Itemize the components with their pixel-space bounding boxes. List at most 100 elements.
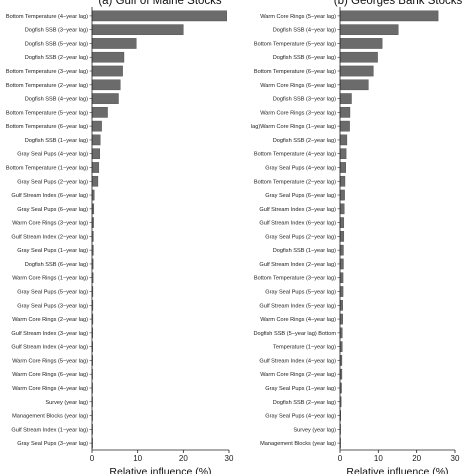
category-label: Bottom Temperature (6−year lag) (6, 124, 88, 130)
bar (339, 79, 369, 91)
category-label: Dogfish SSB (6−year lag) (25, 262, 88, 268)
category-label: Gulf Stream Index (3−year lag) (11, 331, 88, 337)
category-label: Survey (year lag) (45, 400, 88, 406)
bar (91, 65, 123, 77)
category-label: Gray Seal Pups (5−year lag) (17, 290, 88, 296)
category-label: Gray Seal Pups (5−year lag) (265, 290, 336, 296)
category-label: Gray Seal Pups (4−year lag) (265, 414, 336, 420)
bar (91, 79, 121, 91)
category-label: Warm Core Rings (1−year lag) (12, 276, 88, 282)
category-label: Management Blocks (year lag) (260, 441, 336, 447)
x-axis-title: Relative influence (%) (109, 466, 211, 474)
category-label: Warm Core Rings (2−year lag) (260, 372, 336, 378)
category-label: Gulf Stream Index (5−year lag) (259, 303, 336, 309)
bar (339, 313, 343, 325)
category-label: Gulf Stream Index (2−year lag) (259, 262, 336, 268)
bar (339, 10, 439, 22)
category-label: Warm Core Rings (6−year lag) (260, 83, 336, 89)
bar (91, 162, 100, 173)
category-label: Warm Core Rings (4−year lag) (260, 317, 336, 323)
x-axis-title: Relative influence (%) (346, 466, 448, 474)
category-label: Gray Seal Pups (2−year lag) (265, 234, 336, 240)
category-label: Dogfish SSB (3−year lag) (25, 28, 88, 34)
bar (91, 148, 100, 160)
category-label: Warm Core Rings (4−year lag) (12, 386, 88, 392)
bar (339, 120, 350, 132)
bar (91, 24, 184, 35)
bar (91, 10, 227, 22)
bar (339, 258, 344, 270)
bar (91, 175, 99, 187)
panel-a: (a) Gulf of Maine Stocks Bottom Temperatu… (6, 0, 234, 474)
category-label: Dogfish SSB (4−year lag) (273, 28, 336, 34)
category-label: Bottom Temperature (5−year lag) (254, 41, 336, 47)
bar (91, 134, 101, 146)
bar (339, 24, 399, 35)
category-label: Gulf Stream Index (4−year lag) (259, 358, 336, 364)
bar (339, 272, 344, 284)
category-label: Survey (year lag) (293, 427, 336, 433)
category-label: Dogfish SSB (6−year lag) (273, 55, 336, 61)
category-label: Bottom Temperature (6−year lag) (254, 69, 336, 75)
bar (91, 38, 137, 49)
category-label: Gray Seal Pups (6−year lag) (17, 207, 88, 213)
category-label: Gray Seal Pups (2−year lag) (17, 179, 88, 185)
category-label: Gulf Stream Index (6−year lag) (11, 193, 88, 199)
bar (339, 93, 352, 104)
category-label: Bottom Temperature (5−year lag) (6, 110, 88, 116)
x-tick-label: 20 (412, 454, 421, 463)
category-label: Gray Seal Pups (4−year lag) (265, 165, 336, 171)
category-label: Gray Seal Pups (4−year lag) (17, 152, 88, 158)
panel-b: (b) Georges Bank Stocks Warm Core Rings (… (251, 0, 463, 474)
bar (339, 175, 346, 187)
category-label: Bottom Temperature (2−year lag) (6, 83, 88, 89)
bar (339, 300, 343, 311)
category-label: Dogfish SSB (5−year lag) Bottom (253, 331, 336, 337)
bar (339, 231, 345, 242)
x-tick-label: 10 (133, 454, 142, 463)
category-label: Bottom Temperature (1−year lag) (6, 165, 88, 171)
category-label: Gulf Stream Index (3−year lag) (259, 207, 336, 213)
bar (339, 162, 346, 173)
category-label: Gray Seal Pups (3−year lag) (17, 303, 88, 309)
category-label: Dogfish SSB (2−year lag) (273, 400, 336, 406)
bar (339, 65, 374, 77)
category-label: lag)Warm Core Rings (1−year lag) (251, 124, 336, 130)
category-label: Management Blocks (year lag) (12, 414, 88, 420)
category-label: Gulf Stream Index (1−year lag) (11, 427, 88, 433)
category-label: Gulf Stream Index (6−year lag) (259, 221, 336, 227)
category-label: Warm Core Rings (3−year lag) (12, 221, 88, 227)
category-label: Dogfish SSB (1−year lag) (273, 248, 336, 254)
category-label: Bottom Temperature (4−year lag) (6, 14, 88, 20)
x-tick-label: 30 (451, 454, 460, 463)
category-label: Bottom Temperature (2−year lag) (254, 179, 336, 185)
bar (91, 120, 102, 132)
category-label: Bottom Temperature (3−year lag) (254, 276, 336, 282)
category-label: Warm Core Rings (3−year lag) (260, 110, 336, 116)
chart-title: (b) Georges Bank Stocks (334, 0, 463, 7)
x-tick-label: 10 (374, 454, 383, 463)
bar (339, 148, 347, 160)
category-label: Dogfish SSB (2−year lag) (25, 55, 88, 61)
category-label: Warm Core Rings (2−year lag) (12, 317, 88, 323)
bar (339, 244, 344, 256)
bar (339, 217, 345, 228)
bar (91, 107, 108, 118)
bar (339, 189, 345, 201)
bar (339, 107, 351, 118)
category-label: Gray Seal Pups (1−year lag) (265, 386, 336, 392)
category-label: Dogfish SSB (2−year lag) (273, 138, 336, 144)
x-tick-label: 30 (225, 454, 234, 463)
category-label: Warm Core Rings (5−year lag) (12, 358, 88, 364)
category-label: Gray Seal Pups (6−year lag) (265, 193, 336, 199)
bar (339, 51, 378, 63)
category-label: Dogfish SSB (1−year lag) (25, 138, 88, 144)
bar (339, 203, 345, 215)
bar (339, 286, 344, 297)
bar (339, 38, 383, 49)
category-label: Bottom Temperature (3−year lag) (6, 69, 88, 75)
category-label: Gulf Stream Index (2−year lag) (11, 234, 88, 240)
category-label: Dogfish SSB (4−year lag) (25, 97, 88, 103)
category-label: Warm Core Rings (6−year lag) (12, 372, 88, 378)
